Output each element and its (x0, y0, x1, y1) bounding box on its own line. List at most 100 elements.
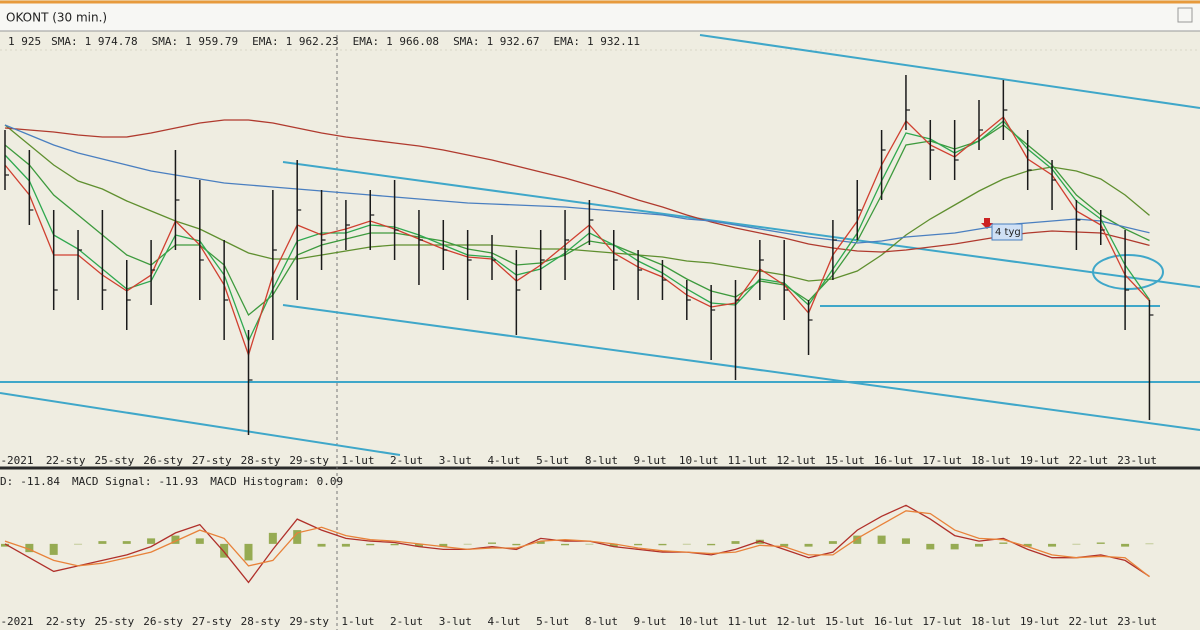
x-tick-label: 4-lut (487, 454, 520, 467)
legend-text: 1 932.11 (587, 35, 640, 48)
x-tick-label: 29-sty (289, 615, 329, 628)
histogram-bar (780, 543, 789, 547)
x-tick-label: 23-lut (1117, 615, 1157, 628)
x-tick-label: 22-sty (46, 454, 86, 467)
moving-average (4, 124, 1150, 244)
x-tick-label: 12-lut (776, 454, 816, 467)
x-tick-label: -2021 (0, 454, 33, 467)
trendline (0, 392, 401, 456)
x-tick-label: 12-lut (776, 615, 816, 628)
legend-text: 1 974.78 (85, 35, 138, 48)
window-button[interactable] (1177, 7, 1193, 23)
legend-text: -11.84 (20, 475, 60, 488)
x-tick-label: 22-lut (1069, 454, 1109, 467)
legend-text: 0.09 (317, 475, 344, 488)
histogram-bar (609, 543, 618, 547)
x-tick-label: 17-lut (922, 615, 962, 628)
x-tick-label: 25-sty (95, 615, 135, 628)
x-tick-label: 23-lut (1117, 454, 1157, 467)
histogram-bar (1, 543, 9, 547)
histogram-bar (853, 535, 862, 544)
legend-text: -11.93 (158, 475, 198, 488)
histogram-bar (1096, 542, 1105, 544)
x-tick-label: 28-sty (241, 454, 281, 467)
histogram-bar (390, 543, 399, 546)
histogram-bar (1072, 543, 1081, 545)
legend-text: SMA: (152, 35, 179, 48)
annotation-box (991, 223, 1023, 241)
legend-text: EMA: (554, 35, 581, 48)
x-tick-label: 16-lut (874, 454, 914, 467)
legend-text: D: (0, 475, 13, 488)
histogram-bar (366, 543, 375, 546)
histogram-bar (147, 538, 156, 544)
x-tick-label: 3-lut (439, 454, 472, 467)
legend-text: EMA: (353, 35, 380, 48)
x-tick-label: 29-sty (289, 454, 329, 467)
x-tick-label: 11-lut (728, 615, 768, 628)
legend-text: 1 962.23 (286, 35, 339, 48)
legend-text: 1 932.67 (487, 35, 540, 48)
histogram-bar (512, 543, 521, 546)
histogram-bar (195, 538, 204, 544)
annotation: 4 tyg (995, 227, 1021, 238)
x-tick-label: 5-lut (536, 615, 569, 628)
histogram-bar (488, 542, 496, 544)
histogram-bar (901, 538, 910, 544)
x-tick-label: 26-sty (143, 454, 183, 467)
histogram-bar (220, 543, 229, 558)
legend-text: MACD Signal: (72, 475, 151, 488)
histogram-bar (122, 541, 131, 544)
histogram-bar (1048, 543, 1057, 547)
histogram-bar (682, 543, 691, 545)
histogram-bar (731, 541, 740, 544)
histogram-bar (341, 543, 350, 547)
x-tick-label: 27-sty (192, 454, 232, 467)
x-tick-label: 9-lut (634, 454, 667, 467)
x-tick-label: 5-lut (536, 454, 569, 467)
x-tick-label: 15-lut (825, 454, 865, 467)
histogram-bar (804, 543, 813, 547)
histogram-bar (1121, 543, 1130, 547)
trendline (282, 304, 1200, 431)
legend-text: 1 959.79 (185, 35, 238, 48)
x-tick-label: 22-sty (46, 615, 86, 628)
x-tick-label: 25-sty (95, 454, 135, 467)
macd-line (4, 504, 1150, 584)
histogram-bar (25, 543, 34, 553)
histogram-bar (98, 541, 107, 544)
histogram-bar (317, 543, 326, 547)
moving-average (4, 124, 1150, 282)
legend-text: 1 925 (8, 35, 41, 48)
trendline (282, 161, 1200, 288)
macd-line (4, 510, 1150, 578)
moving-average (4, 120, 1151, 343)
marks: -2021 22-sty 25-sty 26-sty 27-sty 28-sty 29-st… (0, 35, 1157, 628)
histogram-bar (171, 535, 180, 544)
x-tick-label: 11-lut (728, 454, 768, 467)
x-tick-label: 19-lut (1020, 615, 1060, 628)
trendlines (0, 34, 1200, 456)
histogram-bar (293, 530, 302, 544)
x-tick-label: 4-lut (487, 615, 520, 628)
legend-text: MACD Histogram: (210, 475, 309, 488)
histogram-bar (877, 535, 886, 544)
x-tick-label: 3-lut (439, 615, 472, 628)
histogram-bar (828, 541, 837, 544)
x-tick-label: 28-sty (241, 615, 281, 628)
x-tick-label: 9-lut (634, 615, 667, 628)
x-tick-label: 1-lut (341, 454, 374, 467)
histogram-bar (1145, 543, 1154, 545)
chart-title: OKONT (30 min.) (6, 11, 107, 25)
x-tick-label: 18-lut (971, 454, 1011, 467)
x-tick-label: 17-lut (922, 454, 962, 467)
histogram-bar (414, 543, 423, 547)
histogram-bar (755, 539, 764, 544)
x-tick-label: 10-lut (679, 615, 719, 628)
histogram-bar (1023, 543, 1032, 547)
x-tick-label: 26-sty (143, 615, 183, 628)
x-tick-label: 8-lut (585, 615, 618, 628)
x-tick-label: 15-lut (825, 615, 865, 628)
x-tick-label: 1-lut (341, 615, 374, 628)
